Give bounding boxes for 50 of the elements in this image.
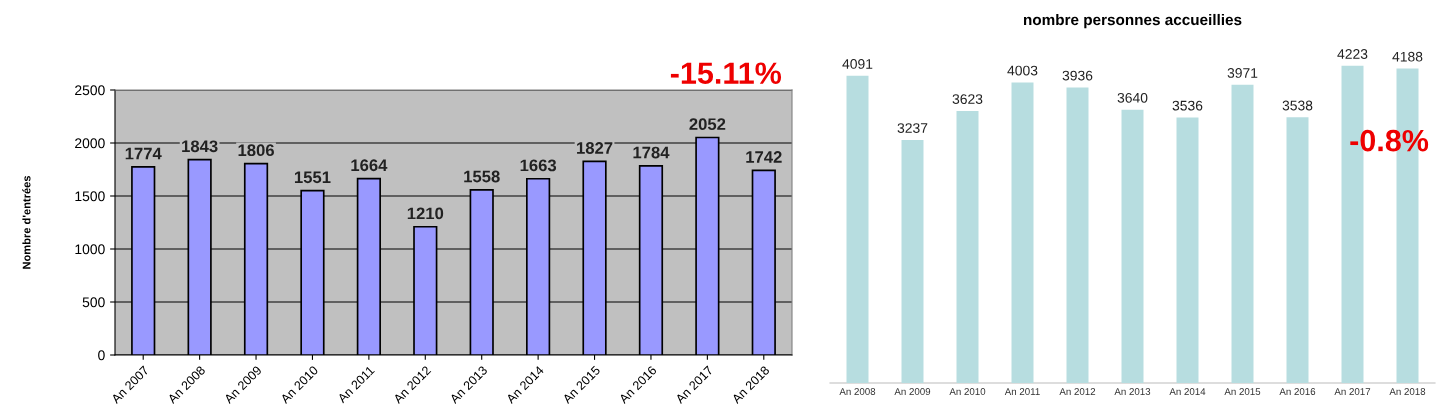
data-label: 1742 (746, 151, 782, 163)
data-label: 1558 (464, 170, 500, 183)
data-label: 4091 (842, 59, 873, 69)
bar (1066, 87, 1089, 383)
data-label: 4188 (1392, 51, 1423, 62)
x-tick-label: An 2013 (1114, 388, 1151, 395)
x-tick-label: An 2017 (1334, 388, 1371, 395)
data-label: 1774 (125, 147, 162, 160)
x-tick-label: An 2010 (949, 388, 986, 395)
data-label: 4223 (1337, 49, 1368, 59)
x-tick-label: An 2009 (894, 388, 931, 395)
data-label: 1551 (294, 171, 331, 184)
y-tick-label: 2500 (75, 85, 105, 96)
y-axis-title: Nombre d'entrées (22, 175, 31, 269)
data-label: 2052 (689, 118, 726, 131)
data-label: 3640 (1117, 92, 1148, 103)
data-label: 3237 (897, 123, 928, 133)
x-tick-label: An 2016 (1279, 388, 1316, 395)
y-tick-label: 1000 (75, 244, 105, 255)
bar (1286, 117, 1309, 383)
data-label: 4003 (1007, 65, 1038, 76)
data-label: 1827 (577, 142, 613, 154)
bar (1176, 117, 1199, 383)
data-label: 1843 (182, 140, 218, 153)
data-label: 1210 (407, 207, 444, 220)
bar (846, 75, 869, 383)
data-label: 1663 (520, 159, 557, 172)
data-label: 3538 (1282, 100, 1313, 111)
data-label: 3536 (1172, 100, 1203, 111)
y-tick-label: 0 (98, 350, 105, 361)
chart-title: nombre personnes accueillies (1023, 13, 1242, 29)
annotation: -0.8% (1350, 129, 1429, 152)
bar (1121, 109, 1144, 383)
bar (1011, 82, 1034, 383)
y-tick-label: 1500 (75, 191, 105, 202)
x-tick-label: An 2014 (1169, 388, 1206, 395)
x-tick-label: An 2018 (1389, 388, 1426, 395)
data-label: 3971 (1227, 68, 1258, 78)
data-label: 3623 (952, 94, 983, 104)
x-tick-label: An 2015 (1224, 388, 1261, 395)
data-label: 1784 (633, 146, 670, 159)
x-tick-label: An 2011 (1004, 388, 1040, 395)
text: -15.11% (670, 62, 782, 84)
x-tick-label: An 2012 (1059, 388, 1096, 395)
y-tick-label: 500 (82, 297, 105, 308)
data-label: 1806 (238, 144, 274, 157)
data-label: 1664 (351, 159, 388, 172)
data-label: 3936 (1062, 70, 1093, 81)
x-tick-label: An 2008 (839, 388, 876, 395)
y-tick-label: 2000 (75, 138, 105, 149)
